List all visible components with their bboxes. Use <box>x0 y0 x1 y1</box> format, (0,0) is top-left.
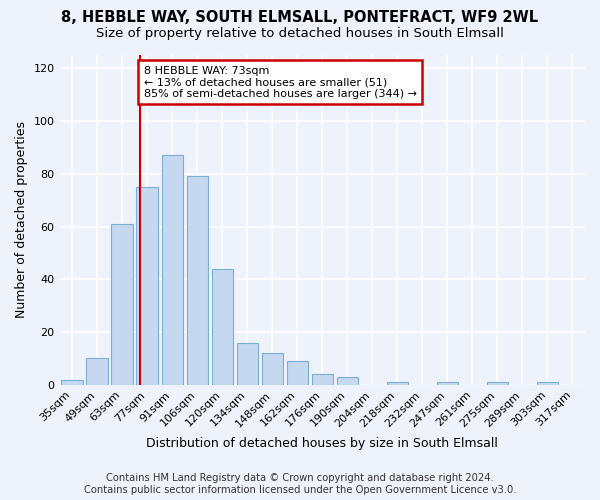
Bar <box>537 382 558 385</box>
Bar <box>287 361 308 385</box>
Bar <box>161 156 183 385</box>
Text: Contains HM Land Registry data © Crown copyright and database right 2024.
Contai: Contains HM Land Registry data © Crown c… <box>84 474 516 495</box>
Bar <box>112 224 133 385</box>
Bar <box>86 358 108 385</box>
Bar <box>262 353 283 385</box>
Bar <box>212 268 233 385</box>
Bar <box>437 382 458 385</box>
Bar <box>311 374 333 385</box>
X-axis label: Distribution of detached houses by size in South Elmsall: Distribution of detached houses by size … <box>146 437 498 450</box>
Bar <box>236 342 258 385</box>
Bar <box>136 187 158 385</box>
Bar <box>61 380 83 385</box>
Bar <box>387 382 408 385</box>
Y-axis label: Number of detached properties: Number of detached properties <box>15 122 28 318</box>
Text: 8, HEBBLE WAY, SOUTH ELMSALL, PONTEFRACT, WF9 2WL: 8, HEBBLE WAY, SOUTH ELMSALL, PONTEFRACT… <box>61 10 539 25</box>
Bar <box>487 382 508 385</box>
Text: Size of property relative to detached houses in South Elmsall: Size of property relative to detached ho… <box>96 28 504 40</box>
Bar <box>337 377 358 385</box>
Bar <box>187 176 208 385</box>
Text: 8 HEBBLE WAY: 73sqm
← 13% of detached houses are smaller (51)
85% of semi-detach: 8 HEBBLE WAY: 73sqm ← 13% of detached ho… <box>144 66 417 99</box>
